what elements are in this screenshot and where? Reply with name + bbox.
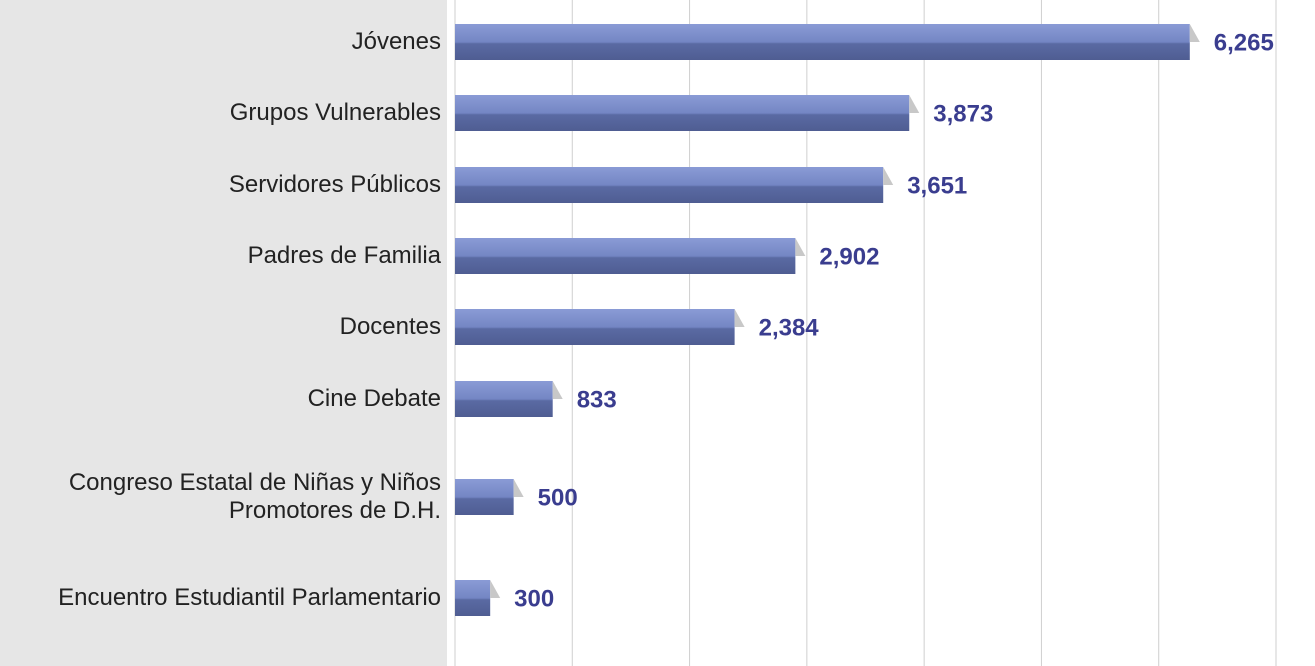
bar-bevel xyxy=(883,167,894,185)
value-label: 500 xyxy=(538,484,578,511)
label-panel xyxy=(0,0,447,666)
value-label: 6,265 xyxy=(1214,29,1274,56)
value-label: 2,902 xyxy=(819,243,879,270)
category-label: Encuentro Estudiantil Parlamentario xyxy=(58,584,441,611)
category-label: Cine Debate xyxy=(307,385,441,412)
value-label: 833 xyxy=(577,386,617,413)
value-label: 3,873 xyxy=(933,100,993,127)
bar-bevel xyxy=(513,479,524,497)
value-label: 300 xyxy=(514,585,554,612)
bar xyxy=(455,381,553,417)
bar-bevel xyxy=(734,309,745,327)
bar xyxy=(455,309,735,345)
bar-bevel xyxy=(1189,24,1200,42)
category-label: Docentes xyxy=(339,313,441,340)
bar xyxy=(455,580,491,616)
bar xyxy=(455,24,1190,60)
category-label: Jóvenes xyxy=(351,28,441,55)
bar-bevel xyxy=(552,381,563,399)
category-label: Grupos Vulnerables xyxy=(229,99,441,126)
bar-bevel xyxy=(795,238,806,256)
category-label: Servidores Públicos xyxy=(228,171,441,198)
bar xyxy=(455,167,884,203)
category-label: Padres de Familia xyxy=(247,242,441,269)
value-label: 3,651 xyxy=(907,172,967,199)
value-label: 2,384 xyxy=(759,314,820,341)
bar xyxy=(455,95,910,131)
bar xyxy=(455,479,514,515)
category-label: Congreso Estatal de Niñas y Niños Promot… xyxy=(68,469,441,524)
bar xyxy=(455,238,796,274)
bar-bevel xyxy=(490,580,501,598)
bar-bevel xyxy=(909,95,920,113)
